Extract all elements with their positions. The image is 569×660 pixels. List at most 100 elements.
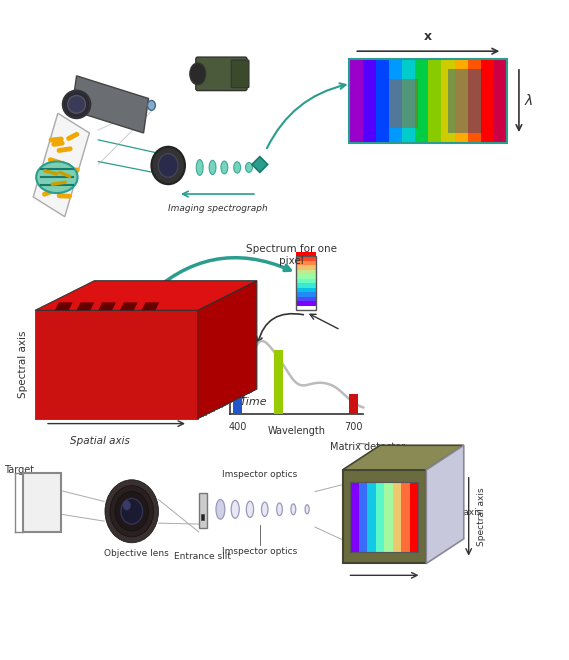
Polygon shape [142, 302, 159, 310]
Ellipse shape [123, 500, 131, 510]
Polygon shape [43, 306, 206, 414]
Polygon shape [54, 301, 217, 409]
Text: Wavelength: Wavelength [268, 426, 326, 436]
Bar [349, 59, 507, 143]
Bar [393, 482, 402, 552]
Text: Spectrum for one
pixel: Spectrum for one pixel [246, 244, 337, 266]
Polygon shape [343, 446, 464, 470]
Bar [296, 265, 316, 270]
Bar [296, 256, 316, 261]
Text: Objective lens: Objective lens [104, 548, 169, 558]
Text: x: x [424, 30, 432, 44]
Polygon shape [70, 293, 233, 401]
Text: R: R [212, 363, 221, 376]
Polygon shape [426, 446, 464, 564]
Ellipse shape [115, 492, 149, 531]
Ellipse shape [190, 63, 205, 84]
Bar [428, 59, 442, 143]
Text: 400: 400 [229, 422, 248, 432]
Text: Imaging spectrograph: Imaging spectrograph [168, 204, 267, 213]
Bar [402, 59, 415, 143]
Bar [296, 301, 316, 306]
Ellipse shape [121, 498, 143, 524]
Polygon shape [55, 302, 73, 310]
Bar [455, 59, 468, 143]
Text: λ: λ [525, 94, 533, 108]
Polygon shape [89, 283, 251, 392]
Ellipse shape [246, 501, 254, 517]
Bar [481, 59, 494, 143]
Text: Imspector optics: Imspector optics [222, 546, 298, 556]
Polygon shape [92, 282, 254, 391]
Text: Spectral axis: Spectral axis [477, 487, 485, 546]
Bar [199, 492, 207, 528]
Bar [296, 251, 316, 256]
Bar [468, 59, 481, 143]
Bar [296, 256, 316, 310]
Polygon shape [46, 305, 208, 413]
Polygon shape [120, 302, 138, 310]
Bar [296, 292, 316, 297]
Ellipse shape [231, 500, 239, 518]
Text: 700: 700 [344, 422, 362, 432]
Bar [385, 482, 393, 552]
Ellipse shape [158, 154, 178, 178]
Bar [349, 394, 358, 414]
Ellipse shape [291, 504, 296, 515]
Bar [415, 59, 428, 143]
Ellipse shape [209, 160, 216, 175]
Polygon shape [72, 76, 149, 133]
Ellipse shape [196, 160, 203, 176]
Bar [376, 59, 389, 143]
Polygon shape [84, 286, 246, 395]
Ellipse shape [147, 100, 155, 110]
Polygon shape [59, 298, 222, 407]
Polygon shape [73, 292, 236, 400]
Bar [359, 482, 368, 552]
Polygon shape [198, 280, 257, 418]
Ellipse shape [36, 162, 77, 193]
Polygon shape [77, 302, 94, 310]
Bar [296, 288, 316, 292]
Bar [349, 59, 362, 143]
Bar [494, 59, 507, 143]
Bar [389, 79, 418, 128]
Polygon shape [98, 302, 116, 310]
Bar [296, 270, 316, 274]
Bar [448, 69, 483, 133]
Ellipse shape [110, 486, 154, 537]
Polygon shape [48, 304, 211, 412]
Bar [296, 261, 316, 265]
Polygon shape [81, 288, 244, 396]
Ellipse shape [277, 503, 282, 515]
Polygon shape [86, 284, 249, 393]
FancyBboxPatch shape [231, 60, 249, 88]
Bar [402, 482, 410, 552]
Bar [296, 274, 316, 279]
Bar [362, 59, 376, 143]
Polygon shape [76, 290, 238, 399]
Polygon shape [252, 156, 267, 172]
Bar [201, 514, 204, 520]
Polygon shape [33, 114, 89, 216]
Bar [274, 350, 283, 414]
Bar [442, 59, 455, 143]
Text: Spectral axis: Spectral axis [18, 331, 28, 398]
Bar [296, 279, 316, 283]
Bar [351, 482, 418, 552]
Polygon shape [78, 289, 241, 397]
Bar [376, 482, 385, 552]
Polygon shape [40, 308, 203, 416]
Ellipse shape [234, 162, 241, 173]
Ellipse shape [246, 162, 253, 172]
Ellipse shape [221, 161, 228, 174]
Bar [410, 482, 418, 552]
Ellipse shape [151, 147, 185, 184]
Text: Imspector optics: Imspector optics [222, 470, 298, 479]
Polygon shape [62, 297, 225, 405]
Ellipse shape [216, 500, 225, 519]
Polygon shape [57, 300, 219, 408]
Bar [23, 473, 61, 532]
Bar [389, 59, 402, 143]
Polygon shape [51, 302, 214, 411]
